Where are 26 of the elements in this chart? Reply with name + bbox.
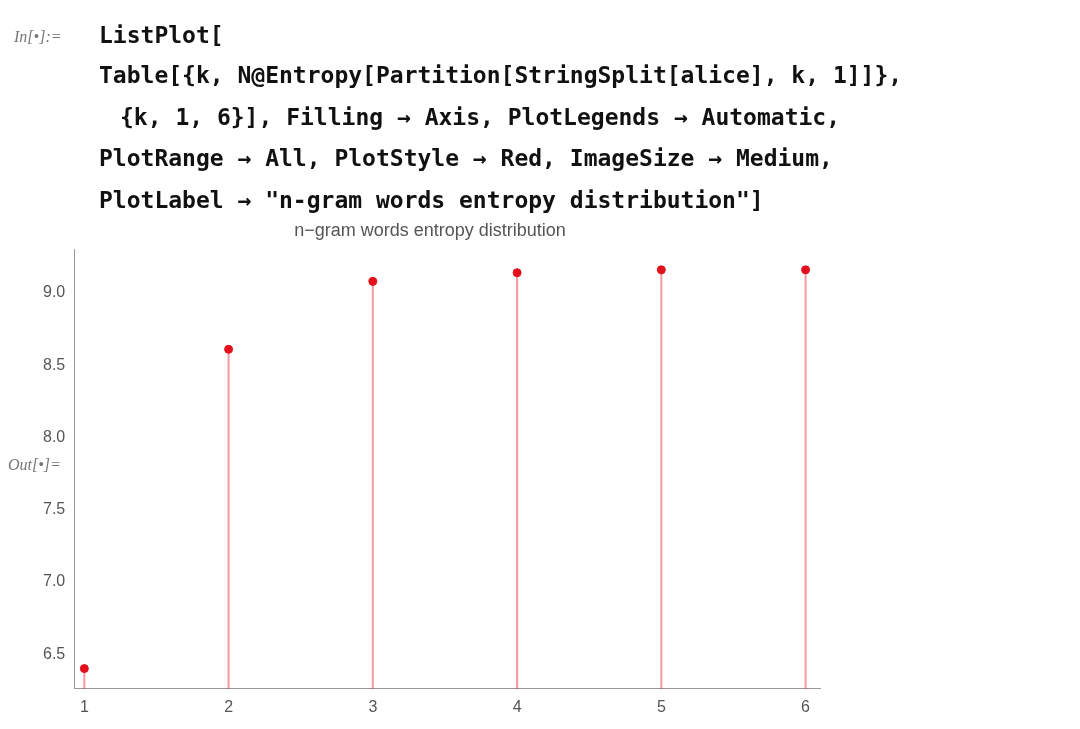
text: Table[{k, N@Entropy[Partition[StringSplit[alice], k, 1]]}, [99,62,903,88]
point [512,268,522,278]
chart-title: n−gram words entropy distribution [294,219,566,240]
y-tick-label: 8.5 [42,355,66,373]
y-tick-label: 7.5 [42,500,66,518]
y-tick-label: 6.5 [42,644,66,662]
y-tick-label: 7.0 [42,572,66,590]
point [224,344,234,354]
x-tick-label: 2 [224,697,234,715]
x-tick-label: 4 [512,697,522,715]
x-tick-label: 6 [801,697,811,715]
x-tick-label: 3 [368,697,378,715]
y-tick-label: 8.0 [42,427,66,445]
text: ListPlot[ [99,22,224,48]
point [801,265,811,275]
x-tick-label: 1 [79,697,89,715]
text: PlotRange → All, PlotStyle → Red, ImageSize → Medium, [99,145,833,171]
point [368,276,378,286]
text: In[•]:= [14,28,62,46]
y-tick-label: 9.0 [42,283,66,301]
point [656,265,666,275]
x-tick-label: 5 [656,697,666,715]
text: PlotLabel → "n-gram words entropy distribution"] [99,187,764,213]
text: {k, 1, 6}], Filling → Axis, PlotLegends → Automatic, [120,104,841,130]
point [79,664,89,674]
text: Out[•]= [8,456,61,474]
